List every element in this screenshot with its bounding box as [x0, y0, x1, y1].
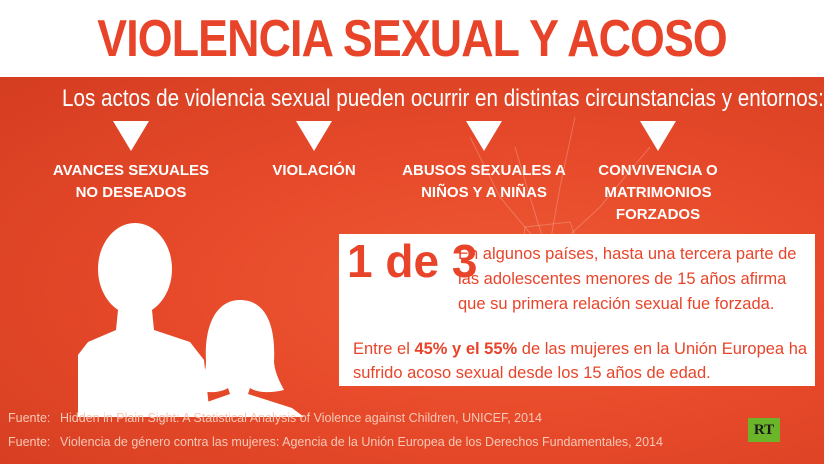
down-arrow-icon: [296, 121, 332, 151]
source-label: Fuente:: [8, 435, 51, 449]
source-label: Fuente:: [8, 411, 51, 425]
category-unwanted-advances: AVANCES SEXUALES NO DESEADOS: [46, 121, 216, 204]
category-rape: VIOLACIÓN: [229, 121, 399, 182]
stat-text-2-highlight: 45% y el 55%: [414, 340, 518, 358]
category-label: ABUSOS SEXUALES A NIÑOS Y A NIÑAS: [402, 162, 566, 201]
category-child-abuse: ABUSOS SEXUALES A NIÑOS Y A NIÑAS: [399, 121, 569, 204]
source-line-1: Fuente: Hidden in Plain Sight: A Statisti…: [8, 411, 542, 425]
main-panel: Los actos de violencia sexual pueden ocu…: [0, 77, 824, 464]
category-forced-marriage: CONVIVENCIA O MATRIMONIOS FORZADOS: [573, 121, 743, 226]
source-text: Hidden in Plain Sight: A Statistical Ana…: [60, 411, 542, 425]
down-arrow-icon: [640, 121, 676, 151]
statistics-box: 1 de 3 En algunos países, hasta una terc…: [339, 234, 815, 386]
stat-ratio: 1 de 3: [347, 235, 478, 287]
rt-logo: RT: [748, 418, 780, 442]
category-label: VIOLACIÓN: [272, 162, 356, 179]
category-label: AVANCES SEXUALES NO DESEADOS: [52, 162, 210, 201]
page-title: VIOLENCIA SEXUAL Y ACOSO: [97, 9, 727, 68]
source-line-2: Fuente: Violencia de género contra las mu…: [8, 435, 663, 449]
subtitle-text: Los actos de violencia sexual pueden ocu…: [62, 85, 824, 112]
stat-text-2-pre: Entre el: [353, 340, 415, 358]
down-arrow-icon: [466, 121, 502, 151]
header: VIOLENCIA SEXUAL Y ACOSO: [0, 0, 824, 77]
source-text: Violencia de género contra las mujeres: …: [60, 435, 663, 449]
stat-text-2: Entre el 45% y el 55% de las mujeres en …: [353, 337, 808, 385]
people-silhouette-icon: [78, 223, 304, 417]
stat-text-1: En algunos países, hasta una tercera par…: [458, 245, 797, 313]
down-arrow-icon: [113, 121, 149, 151]
category-label: CONVIVENCIA O MATRIMONIOS FORZADOS: [598, 162, 718, 223]
stat-text-2-post: de las mujeres en la Unión Europea ha su…: [353, 340, 808, 382]
subtitle: Los actos de violencia sexual pueden ocu…: [0, 85, 824, 113]
